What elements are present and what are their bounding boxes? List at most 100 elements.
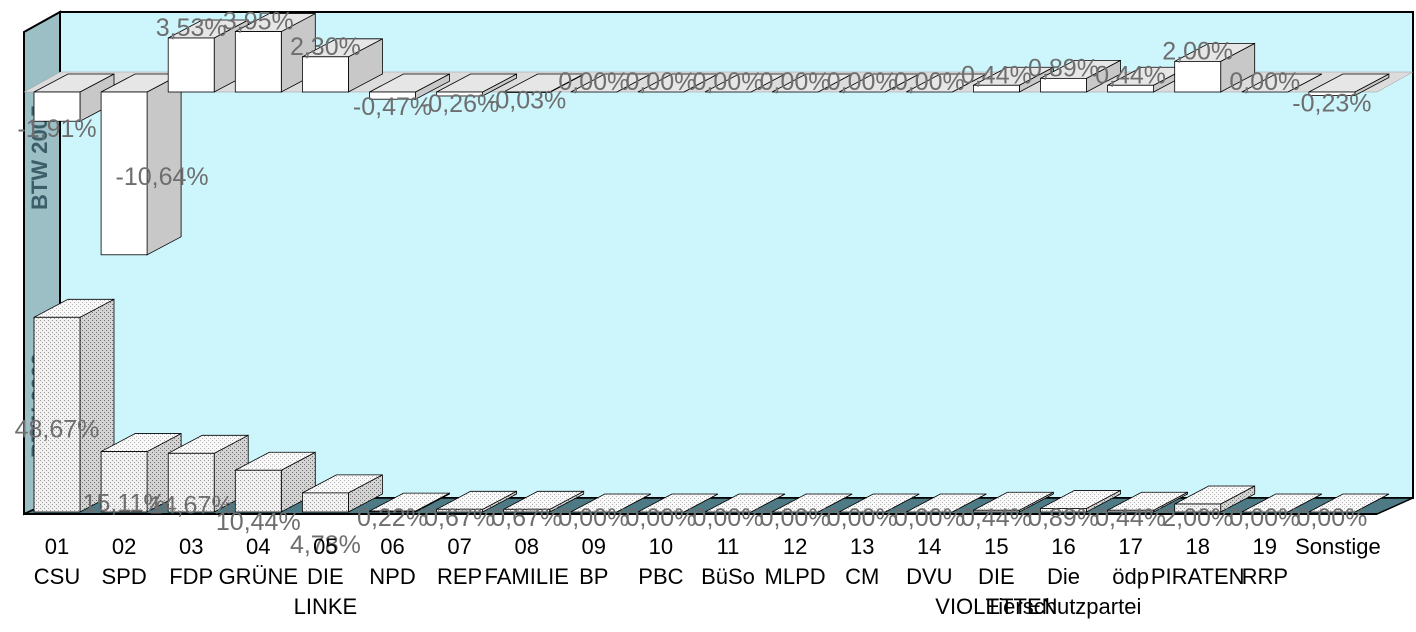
x-tick-13: 13 CM — [845, 534, 879, 589]
x-tick-name-2-1: SPD — [101, 564, 146, 589]
x-tick-number-10: 10 — [649, 534, 673, 559]
bar-2005-7 — [436, 73, 517, 97]
data-label-2005-9: 0,00% — [558, 68, 629, 96]
bar-2005-5 — [301, 38, 383, 93]
x-tick-number-8: 08 — [514, 534, 538, 559]
x-tick-17: 17 ödp — [1112, 534, 1149, 589]
data-label-2005-13: 0,00% — [827, 68, 898, 96]
x-tick-number-16: 16 — [1051, 534, 1075, 559]
data-label-2009-16: 0,89% — [1028, 504, 1099, 532]
x-tick-1: 01 CSU — [34, 534, 80, 589]
bar-2005-6 — [369, 73, 450, 100]
bar-2009-11 — [704, 493, 786, 513]
data-label-2009-14: 0,00% — [894, 504, 965, 532]
x-tick-4: 04 GRÜNE — [219, 534, 298, 589]
data-label-2005-11: 0,00% — [693, 68, 764, 96]
bar-2005-2 — [100, 73, 182, 256]
x-tick-12: 12 MLPD — [765, 534, 826, 589]
bar-2009-20 — [1308, 493, 1390, 513]
x-axis-ticks: 01 CSU 02 SPD 03 FDP 04 GRÜNE 05 DIE LINKE 06 NPD 07 R… — [34, 534, 1381, 619]
x-tick-number-15: 15 — [984, 534, 1008, 559]
data-label-2005-17: 0,44% — [1095, 61, 1166, 89]
x-tick-name-3-1: FDP — [169, 564, 213, 589]
data-label-2005-7: -0,26% — [420, 90, 499, 118]
bar-2009-17 — [1107, 491, 1188, 513]
x-tick-name-16-2: Tierschutzpartei — [986, 594, 1142, 619]
bar-2009-18 — [1174, 485, 1256, 513]
x-tick-name-5-2: LINKE — [294, 594, 358, 619]
x-tick-number-11: 11 — [717, 534, 740, 559]
data-label-2009-8: 0,67% — [491, 504, 562, 532]
series-2005-bars — [33, 12, 1390, 256]
x-tick-number-4: 04 — [246, 534, 270, 559]
x-tick-number-1: 01 — [45, 534, 69, 559]
x-tick-name-6-1: NPD — [369, 564, 415, 589]
x-tick-number-2: 02 — [112, 534, 136, 559]
x-tick-name-5-1: DIE — [307, 564, 344, 589]
data-label-2005-15: 0,44% — [961, 61, 1032, 89]
x-tick-name-11-1: BüSo — [701, 564, 755, 589]
x-tick-15: 15 DIE VIOLETTEN — [935, 534, 1057, 619]
bar-2009-10 — [637, 493, 719, 513]
x-tick-18: 18 PIRATEN — [1151, 534, 1245, 589]
data-label-2005-3: 3,53% — [156, 14, 227, 42]
x-tick-9: 09 BP — [579, 534, 608, 589]
bar-2009-15 — [973, 491, 1054, 513]
data-label-2009-2: 15,11% — [83, 490, 166, 518]
x-tick-2: 02 SPD — [101, 534, 146, 589]
data-label-2009-4: 10,44% — [216, 508, 301, 536]
data-label-2009-9: 0,00% — [558, 504, 629, 532]
bar-2005-14 — [906, 73, 987, 93]
data-label-2009-5: 4,78% — [290, 531, 361, 559]
bar-2005-18 — [1174, 42, 1256, 93]
data-label-2009-13: 0,00% — [827, 504, 898, 532]
data-label-2005-8: -0,03% — [487, 87, 566, 115]
x-tick-11: 11 BüSo — [701, 534, 755, 589]
bar-2005-10 — [637, 73, 719, 93]
x-tick-name-16-1: Die — [1047, 564, 1080, 589]
x-tick-number-14: 14 — [917, 534, 941, 559]
x-tick-19: 19 RRP — [1242, 534, 1288, 589]
bar-2005-20 — [1308, 73, 1390, 97]
bar-2009-12 — [771, 493, 853, 513]
bar-2009-7 — [436, 490, 517, 513]
x-tick-name-9-1: BP — [579, 564, 608, 589]
data-label-2009-3: 14,67% — [149, 491, 234, 519]
data-label-2005-5: 2,30% — [290, 33, 361, 61]
x-tick-name-19-1: RRP — [1242, 564, 1288, 589]
x-tick-name-14-1: DVU — [906, 564, 952, 589]
bar-2005-16 — [1040, 59, 1121, 93]
data-label-2009-18: 2,00% — [1162, 504, 1233, 532]
bar-2009-13 — [839, 493, 920, 513]
x-tick-10: 10 PBC — [638, 534, 683, 589]
x-tick-name-7-1: REP — [437, 564, 482, 589]
x-tick-name-12-1: MLPD — [765, 564, 826, 589]
x-tick-6: 06 NPD — [369, 534, 415, 589]
x-tick-name-17-1: ödp — [1112, 564, 1149, 589]
x-tick-name-4-1: GRÜNE — [219, 564, 298, 589]
bar-2005-8 — [503, 73, 585, 94]
x-tick-name-10-1: PBC — [638, 564, 683, 589]
x-tick-8: 08 FAMILIE — [485, 534, 569, 589]
data-label-2009-1: 48,67% — [15, 415, 100, 443]
data-label-2009-20: 0,00% — [1296, 504, 1367, 532]
bar-2005-19 — [1241, 73, 1322, 93]
data-label-2009-10: 0,00% — [625, 504, 696, 532]
x-tick-3: 03 FDP — [169, 534, 213, 589]
x-tick-name-15-2: VIOLETTEN — [935, 594, 1057, 619]
x-tick-name-8-1: FAMILIE — [485, 564, 569, 589]
data-label-2009-12: 0,00% — [760, 504, 831, 532]
bar-2005-9 — [570, 73, 651, 93]
x-tick-name-18-1: PIRATEN — [1151, 564, 1245, 589]
data-label-2009-17: 0,44% — [1095, 504, 1166, 532]
data-label-2005-20: -0,23% — [1292, 90, 1371, 118]
x-tick-number-18: 18 — [1185, 534, 1209, 559]
x-tick-name-15-1: DIE — [978, 564, 1015, 589]
x-tick-number-3: 03 — [179, 534, 203, 559]
x-tick-16: 16 Die Tierschutzpartei — [986, 534, 1142, 619]
x-tick-name-13-1: CM — [845, 564, 879, 589]
x-tick-number-5: 05 — [313, 534, 337, 559]
bar-2009-9 — [570, 493, 651, 513]
bar-2005-13 — [839, 73, 920, 93]
